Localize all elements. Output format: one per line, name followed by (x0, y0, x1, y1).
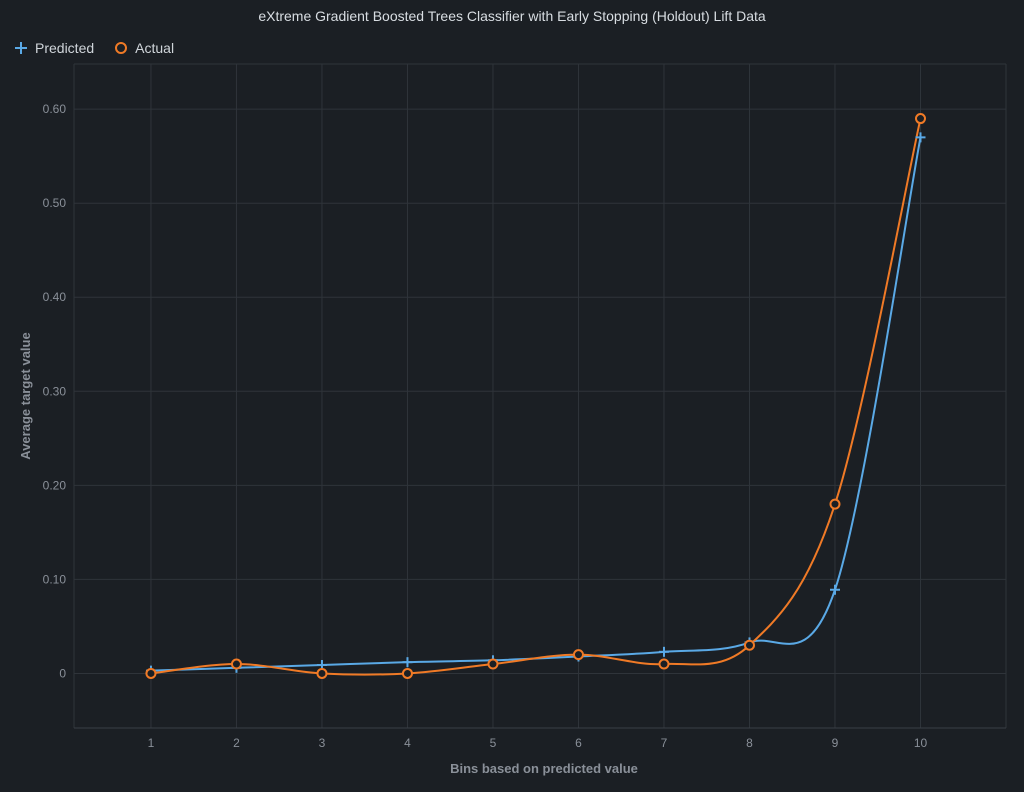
x-tick-label: 5 (490, 736, 497, 750)
y-tick-label: 0.40 (43, 290, 67, 304)
series-line-actual (150, 118, 922, 676)
legend-item-predicted[interactable]: Predicted (14, 40, 94, 56)
x-tick-label: 7 (661, 736, 668, 750)
actual-point (487, 658, 499, 670)
actual-point (230, 658, 242, 670)
series-markers-predicted (145, 132, 926, 676)
circle-marker-icon (115, 42, 128, 54)
grid-lines (73, 63, 1007, 729)
x-tick-label: 6 (575, 736, 582, 750)
actual-point (829, 498, 841, 510)
series-markers-actual (145, 113, 926, 679)
x-tick-label: 4 (404, 736, 411, 750)
x-tick-label: 2 (233, 736, 240, 750)
actual-point (658, 658, 670, 670)
y-tick-label: 0.10 (43, 572, 67, 586)
chart-title: eXtreme Gradient Boosted Trees Classifie… (258, 8, 766, 24)
x-tick-label: 10 (914, 736, 928, 750)
x-tick-label: 9 (832, 736, 839, 750)
plus-marker-icon (15, 42, 27, 54)
actual-point (401, 667, 413, 679)
y-tick-label: 0.20 (43, 478, 67, 492)
actual-point (145, 667, 157, 679)
legend: Predicted Actual (14, 40, 194, 56)
actual-point (743, 639, 755, 651)
x-tick-label: 1 (148, 736, 155, 750)
y-tick-label: 0.60 (43, 102, 67, 116)
x-tick-label: 8 (746, 736, 753, 750)
y-tick-label: 0.30 (43, 384, 67, 398)
actual-point (572, 649, 584, 661)
legend-label-predicted: Predicted (35, 40, 95, 56)
y-axis-label: Average target value (18, 332, 33, 459)
actual-point (316, 667, 328, 679)
legend-label-actual: Actual (135, 40, 175, 56)
actual-point (914, 113, 926, 125)
y-tick-label: 0.50 (43, 196, 67, 210)
series-line-predicted (150, 137, 922, 672)
x-tick-label: 3 (319, 736, 326, 750)
legend-item-actual[interactable]: Actual (114, 40, 174, 56)
predicted-point (829, 584, 840, 595)
predicted-point (915, 132, 926, 143)
y-tick-label: 0 (59, 666, 66, 680)
predicted-point (402, 657, 413, 668)
x-axis-label: Bins based on predicted value (450, 761, 638, 776)
predicted-point (658, 646, 669, 657)
